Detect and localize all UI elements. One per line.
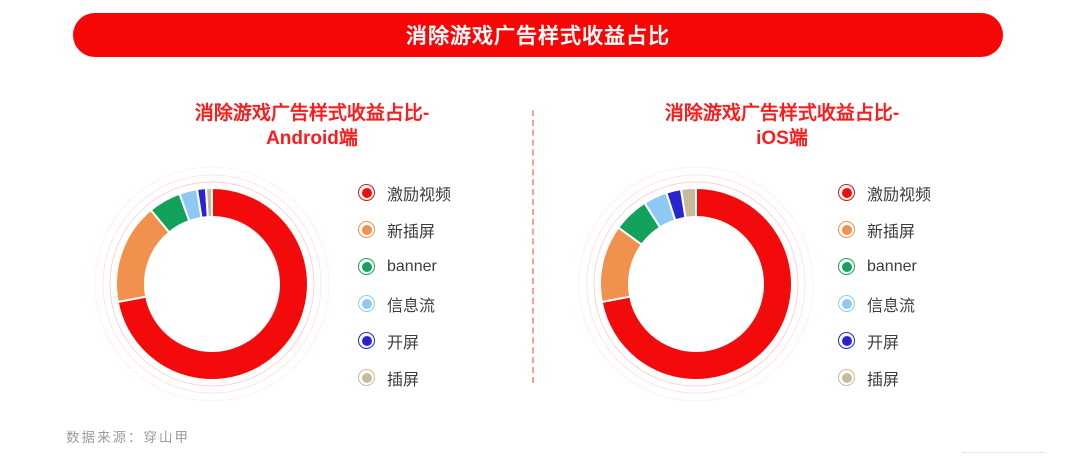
legend-marker-icon	[358, 258, 375, 275]
legend-marker-icon	[838, 221, 855, 238]
page-title: 消除游戏广告样式收益占比	[406, 25, 670, 48]
legend-item: 激励视频	[358, 184, 451, 204]
chart-title-android-line1: 消除游戏广告样式收益占比-	[194, 103, 430, 124]
legend-android: 激励视频 新插屏 banner 信息流 开屏 插屏	[358, 184, 451, 389]
legend-label: 激励视频	[387, 186, 452, 204]
legend-marker-icon	[358, 369, 375, 386]
legend-ios: 激励视频 新插屏 banner 信息流 开屏 插屏	[838, 184, 931, 389]
donut-chart-android	[94, 166, 330, 402]
legend-item: 插屏	[838, 369, 931, 389]
legend-item: 新插屏	[838, 221, 931, 241]
legend-item: 插屏	[358, 369, 451, 389]
donut-slice-ios-0	[600, 186, 793, 381]
data-source-note: 数据来源：穿山甲	[66, 430, 190, 445]
legend-label: 插屏	[867, 371, 900, 389]
chart-title-android-line2: Android端	[266, 128, 358, 149]
legend-item: 新插屏	[358, 221, 451, 241]
donut-slice-android-0	[116, 186, 309, 381]
legend-marker-icon	[358, 221, 375, 238]
legend-item: 开屏	[838, 332, 931, 352]
legend-label: 开屏	[867, 334, 900, 352]
legend-label: banner	[387, 257, 437, 275]
chart-title-ios-line2: iOS端	[756, 128, 808, 149]
chart-title-android: 消除游戏广告样式收益占比- Android端	[97, 101, 527, 151]
donut-slice-ios-5	[679, 186, 697, 219]
legend-item: 激励视频	[838, 184, 931, 204]
legend-marker-icon	[358, 295, 375, 312]
chart-title-ios: 消除游戏广告样式收益占比- iOS端	[567, 101, 997, 151]
chart-title-ios-line1: 消除游戏广告样式收益占比-	[664, 103, 900, 124]
legend-label: banner	[867, 257, 917, 275]
legend-label: 信息流	[867, 297, 916, 315]
legend-label: 新插屏	[387, 223, 436, 241]
legend-label: 信息流	[387, 297, 436, 315]
legend-marker-icon	[358, 184, 375, 201]
legend-marker-icon	[838, 332, 855, 349]
legend-label: 插屏	[387, 371, 420, 389]
watermark-specks	[963, 452, 1045, 453]
legend-label: 开屏	[387, 334, 420, 352]
legend-marker-icon	[838, 258, 855, 275]
vertical-dashed-divider	[532, 110, 534, 383]
legend-label: 新插屏	[867, 223, 916, 241]
legend-marker-icon	[838, 295, 855, 312]
legend-item: 信息流	[838, 295, 931, 315]
legend-marker-icon	[838, 184, 855, 201]
legend-item: banner	[838, 258, 931, 275]
donut-chart-ios	[578, 166, 814, 402]
header-banner: 消除游戏广告样式收益占比	[73, 13, 1003, 57]
legend-item: 开屏	[358, 332, 451, 352]
legend-item: banner	[358, 258, 451, 275]
legend-marker-icon	[838, 369, 855, 386]
donut-slice-android-5	[204, 186, 213, 219]
legend-label: 激励视频	[867, 186, 932, 204]
legend-item: 信息流	[358, 295, 451, 315]
legend-marker-icon	[358, 332, 375, 349]
